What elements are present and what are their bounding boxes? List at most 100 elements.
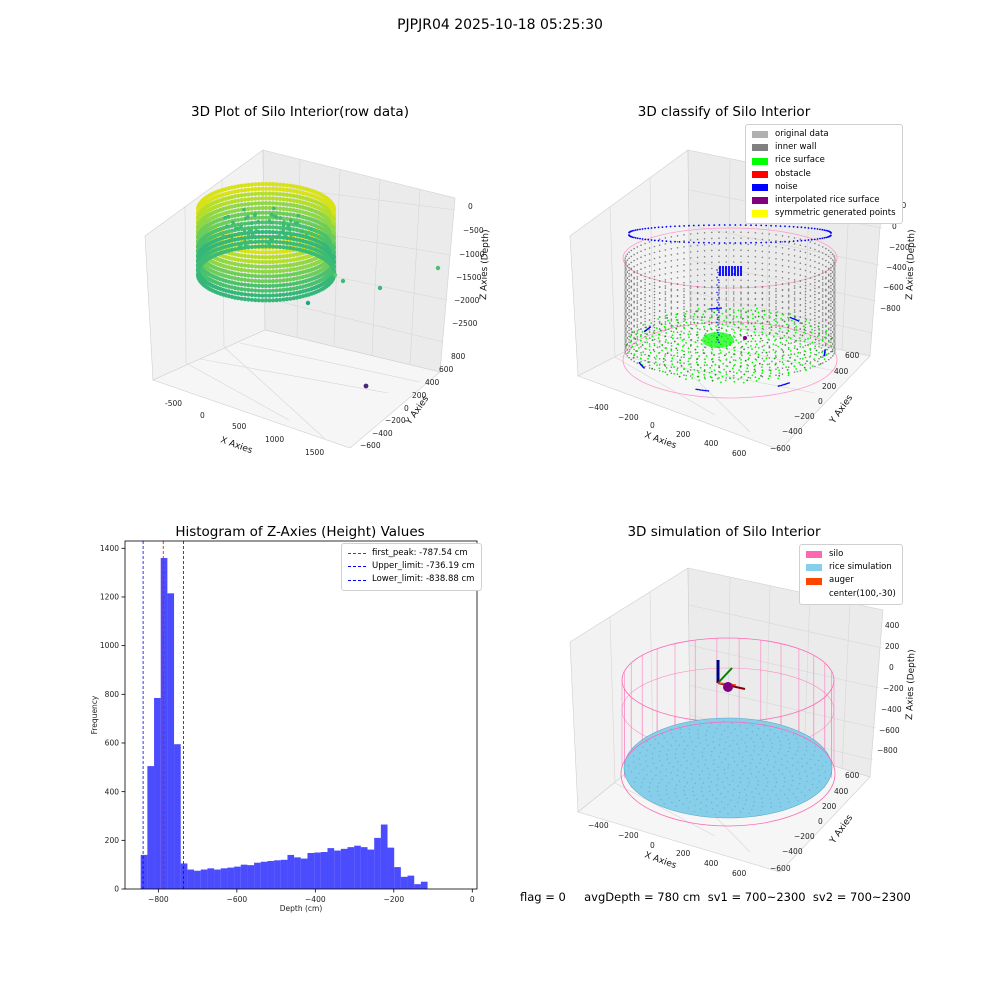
panel2-wall-point bbox=[628, 293, 630, 296]
panel4-rice-point bbox=[816, 786, 818, 789]
panel2-wall-point bbox=[644, 332, 646, 335]
panel1-outlier-point bbox=[340, 278, 346, 284]
panel4-rice-point bbox=[745, 799, 747, 801]
panel2-wall-point bbox=[827, 322, 830, 325]
panel2-wall-point bbox=[775, 306, 777, 308]
panel1-cloud-point bbox=[284, 245, 290, 250]
panel4-rice-point bbox=[717, 789, 719, 791]
panel2-wall-point bbox=[793, 341, 796, 343]
panel2-wall-point bbox=[648, 331, 651, 333]
panel4-rice-point bbox=[775, 781, 778, 784]
panel2-wall-point bbox=[676, 247, 679, 249]
panel2-rice-point bbox=[670, 349, 673, 352]
panel1-cloud-point bbox=[242, 273, 248, 278]
panel4-rice-point bbox=[674, 740, 677, 742]
panel2-rice-point bbox=[772, 349, 775, 351]
panel1-cloud-point bbox=[331, 254, 336, 259]
panel1-cloud-point bbox=[284, 192, 290, 197]
panel1-cloud-point bbox=[249, 221, 254, 225]
panel2-rice-point bbox=[637, 328, 640, 331]
panel2-rice-point bbox=[693, 313, 696, 315]
panel2-rice-point bbox=[707, 308, 709, 311]
panel4-ztick: 400 bbox=[885, 621, 900, 630]
panel2-rice-point bbox=[780, 317, 782, 320]
panel2-noise-point bbox=[724, 265, 728, 269]
panel1-cloud-point bbox=[278, 264, 283, 269]
panel1-cloud-point bbox=[260, 201, 265, 206]
panel1-cloud-point bbox=[239, 193, 244, 198]
panel2-rice-point bbox=[690, 339, 693, 341]
panel2-rice-point bbox=[715, 325, 717, 327]
panel2-wall-point bbox=[630, 310, 633, 313]
panel2-rice-point bbox=[696, 345, 699, 348]
panel2-wall-point bbox=[648, 349, 651, 351]
panel2-wall-point bbox=[636, 284, 639, 286]
panel2-wall-point bbox=[653, 308, 656, 311]
panel2-wall-point bbox=[725, 321, 728, 323]
panel2-noise-point bbox=[730, 269, 734, 273]
panel1-cloud-point bbox=[249, 182, 254, 187]
panel4-rice-point bbox=[769, 798, 771, 800]
panel2-wall-point bbox=[676, 265, 679, 267]
panel2-wall-point bbox=[664, 341, 667, 343]
panel2-wall-point bbox=[732, 297, 735, 299]
panel2-wall-point bbox=[703, 286, 706, 288]
panel1-cloud-point bbox=[256, 201, 261, 206]
panel2-wall-point bbox=[636, 306, 639, 308]
panel4-rice-point bbox=[783, 785, 785, 787]
panel1-cloud-point bbox=[236, 198, 241, 203]
panel2-wall-point bbox=[628, 290, 630, 293]
panel1-cloud-point bbox=[271, 269, 276, 274]
panel4-rice-point bbox=[738, 753, 740, 755]
panel4-ytick: 600 bbox=[845, 771, 860, 780]
panel1-cloud-point bbox=[274, 230, 279, 235]
panel2-wall-point bbox=[676, 361, 679, 364]
panel2-rice-point bbox=[766, 363, 769, 366]
panel1-ytick: −600 bbox=[360, 441, 381, 450]
panel2-rice-point bbox=[733, 311, 735, 314]
panel1-cloud-point bbox=[239, 212, 244, 217]
panel4-rice-point bbox=[763, 774, 765, 776]
panel2-wall-point bbox=[653, 293, 656, 296]
panel1-cloud-point bbox=[253, 250, 258, 255]
panel1-cloud-point bbox=[284, 212, 290, 217]
panel2-wall-point bbox=[833, 341, 836, 343]
histogram-bar bbox=[327, 848, 335, 889]
panel2-wall-point bbox=[793, 329, 796, 331]
panel2-rice-point bbox=[762, 318, 765, 320]
panel2-rice-point bbox=[687, 324, 690, 327]
panel4-rice-point bbox=[817, 769, 819, 771]
panel2-ztick: −800 bbox=[880, 304, 901, 313]
panel2-noise-point bbox=[775, 225, 777, 227]
panel2-rice-point bbox=[706, 330, 709, 332]
panel2-rice-point bbox=[809, 347, 812, 350]
panel2-wall-point bbox=[818, 334, 820, 337]
panel2-wall-point bbox=[670, 266, 673, 268]
panel2-rice-point bbox=[687, 351, 690, 353]
panel1-cloud-point bbox=[239, 258, 244, 263]
panel1-cloud-point bbox=[263, 201, 269, 206]
panel2-wall-point bbox=[821, 290, 824, 292]
panel2-rice-point bbox=[730, 356, 733, 358]
panel2-wall-point bbox=[658, 298, 661, 301]
panel4-rice-point bbox=[701, 755, 704, 757]
panel2-rice-point bbox=[719, 360, 722, 362]
panel2-xtick: −400 bbox=[588, 403, 609, 412]
panel2-rice-point bbox=[684, 318, 686, 321]
panel4-rice-point bbox=[674, 788, 676, 790]
panel2-wall-point bbox=[633, 318, 635, 321]
panel2-wall-point bbox=[834, 271, 836, 273]
panel4-title: 3D simulation of Silo Interior bbox=[627, 524, 821, 540]
panel2-wall-point bbox=[640, 262, 642, 265]
panel1-cloud-point bbox=[256, 283, 261, 288]
panel1-cloud-point bbox=[294, 285, 299, 291]
panel1-cloud-point bbox=[226, 214, 230, 219]
panel2-noise-point bbox=[699, 389, 702, 391]
panel2-rice-point bbox=[724, 379, 727, 382]
panel2-wall-point bbox=[804, 329, 807, 332]
panel2-noise-point bbox=[792, 240, 795, 243]
panel1-cloud-point bbox=[239, 222, 244, 227]
legend-label: symmetric generated points bbox=[775, 208, 896, 219]
panel2-noise-point bbox=[733, 267, 737, 271]
panel1-xtick: 0 bbox=[200, 411, 205, 420]
